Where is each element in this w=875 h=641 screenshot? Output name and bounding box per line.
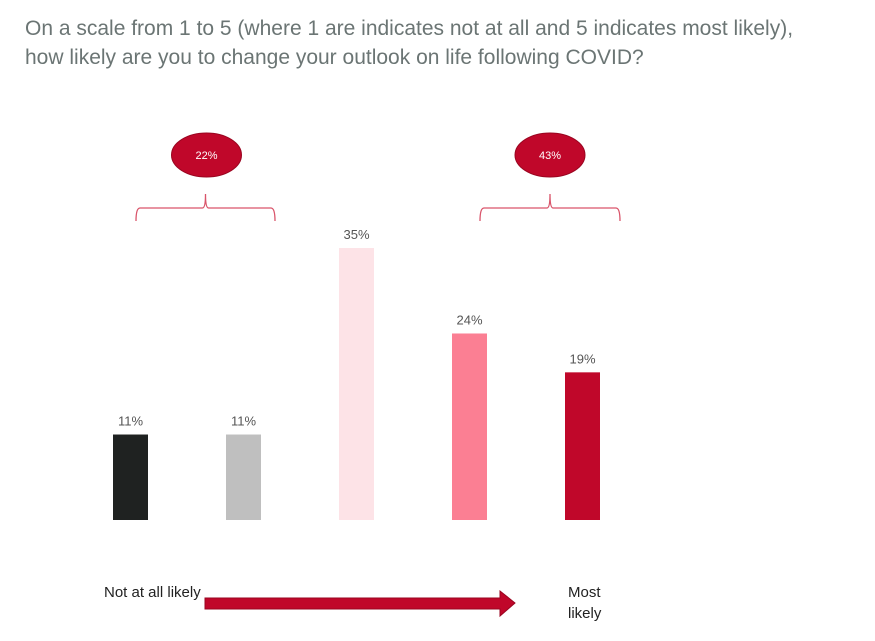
group-bracket-1 bbox=[479, 193, 621, 222]
bar-4 bbox=[452, 333, 487, 520]
bar-1 bbox=[113, 434, 148, 520]
data-label-3: 35% bbox=[343, 227, 369, 242]
title-line-1: On a scale from 1 to 5 (where 1 are indi… bbox=[25, 17, 794, 40]
bar-2 bbox=[226, 434, 261, 520]
group-badge-label-0: 22% bbox=[195, 150, 217, 162]
group-badge-0 bbox=[171, 132, 242, 178]
bar-3 bbox=[339, 248, 374, 520]
scale-arrow bbox=[204, 589, 516, 618]
scale-high-label: Most likely bbox=[568, 584, 602, 622]
data-label-5: 19% bbox=[569, 351, 595, 366]
data-label-4: 24% bbox=[456, 312, 482, 327]
group-bracket-0 bbox=[135, 193, 276, 222]
group-badge-label-1: 43% bbox=[539, 150, 561, 162]
bar-5 bbox=[565, 372, 600, 520]
data-label-2: 11% bbox=[231, 414, 256, 429]
title-line-2: how likely are you to change your outloo… bbox=[25, 46, 644, 69]
chart-title: On a scale from 1 to 5 (where 1 are indi… bbox=[25, 14, 875, 72]
data-label-1: 11% bbox=[118, 414, 143, 429]
group-badge-1 bbox=[514, 132, 586, 178]
scale-low-label: Not at all likely bbox=[104, 584, 201, 601]
